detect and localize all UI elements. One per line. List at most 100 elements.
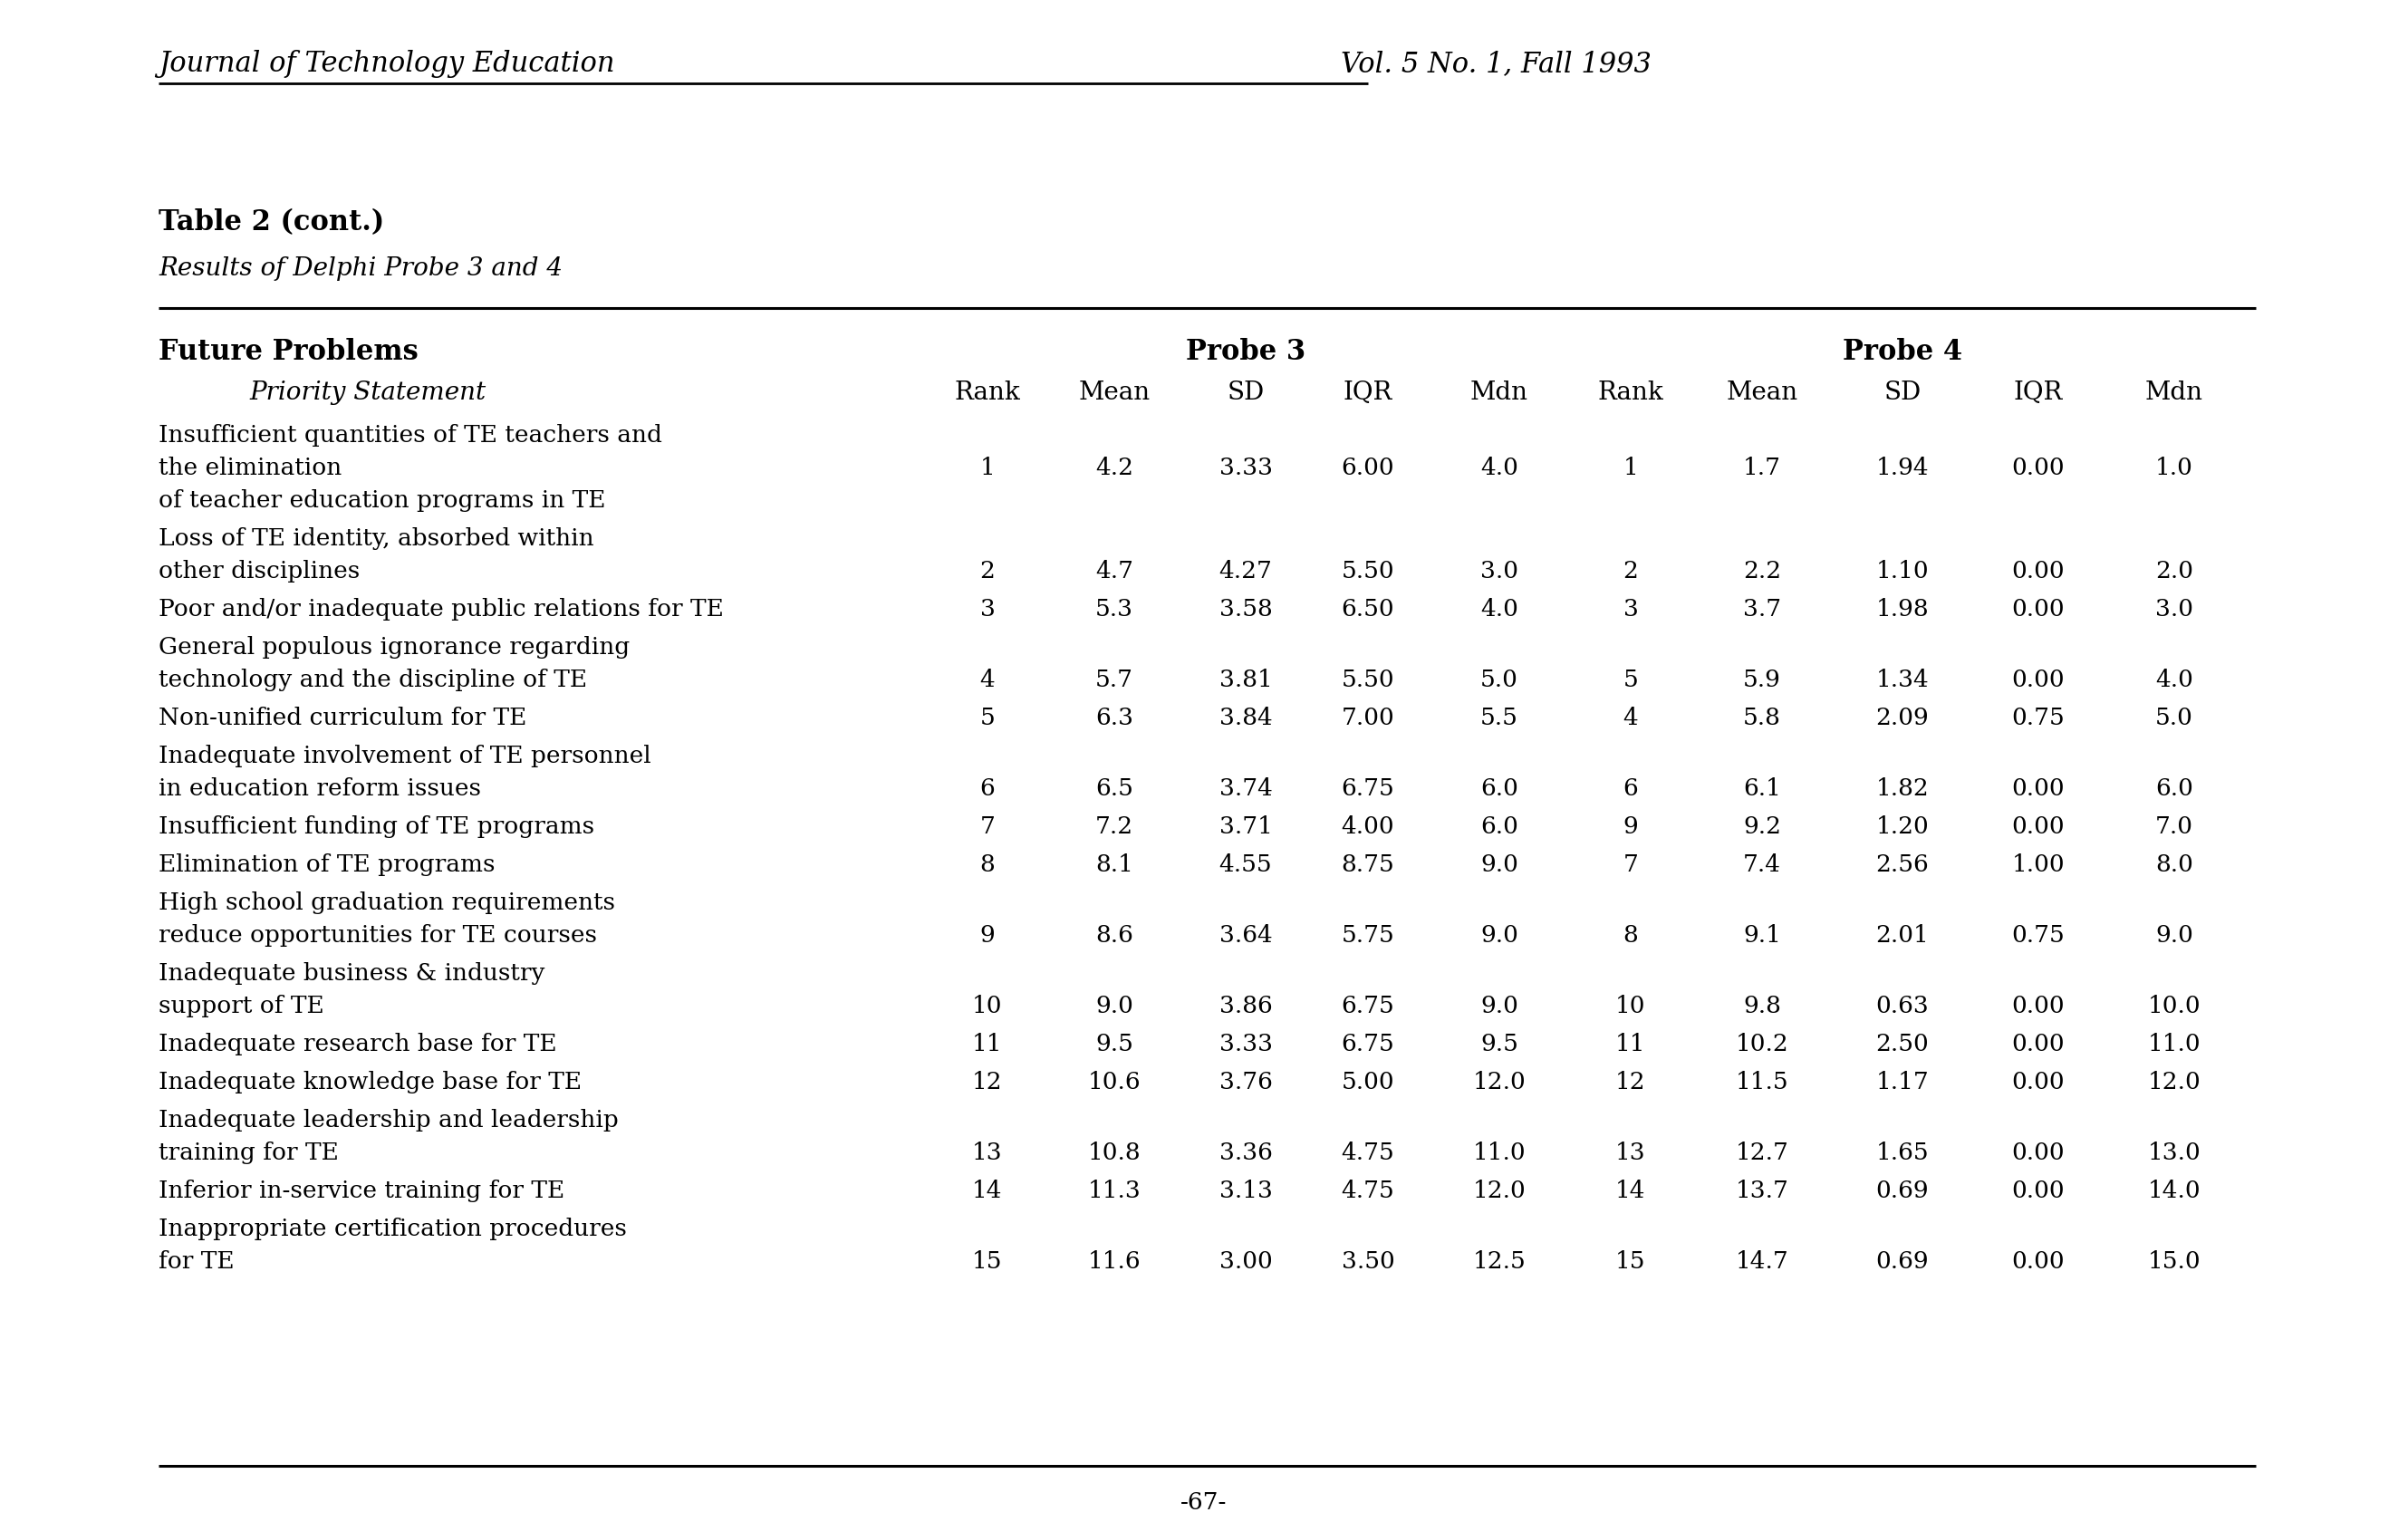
Text: General populous ignorance regarding: General populous ignorance regarding [159,636,631,659]
Text: Mean: Mean [1079,380,1151,405]
Text: 13.0: 13.0 [2148,1142,2201,1164]
Text: 2.01: 2.01 [1876,924,1929,947]
Text: 5.9: 5.9 [1743,668,1782,691]
Text: -67-: -67- [1180,1492,1228,1514]
Text: 0.00: 0.00 [2011,995,2066,1017]
Text: 12.5: 12.5 [1474,1250,1527,1272]
Text: 4: 4 [980,668,995,691]
Text: 0.69: 0.69 [1876,1180,1929,1202]
Text: 6.3: 6.3 [1096,706,1134,729]
Text: 3.71: 3.71 [1218,816,1271,839]
Text: 1.0: 1.0 [2155,457,2194,479]
Text: 9.0: 9.0 [1481,995,1519,1017]
Text: Inadequate involvement of TE personnel: Inadequate involvement of TE personnel [159,744,650,767]
Text: Loss of TE identity, absorbed within: Loss of TE identity, absorbed within [159,527,595,549]
Text: 0.00: 0.00 [2011,1180,2066,1202]
Text: 2.0: 2.0 [2155,560,2194,583]
Text: 4.75: 4.75 [1341,1142,1394,1164]
Text: 6.75: 6.75 [1341,995,1394,1017]
Text: 3.0: 3.0 [2155,598,2194,621]
Text: Priority Statement: Priority Statement [248,380,486,405]
Text: 3.7: 3.7 [1743,598,1782,621]
Text: Inappropriate certification procedures: Inappropriate certification procedures [159,1218,626,1240]
Text: 5.0: 5.0 [1481,668,1519,691]
Text: Insufficient funding of TE programs: Insufficient funding of TE programs [159,816,595,839]
Text: 5.50: 5.50 [1341,560,1394,583]
Text: 11.5: 11.5 [1736,1071,1789,1093]
Text: 8: 8 [980,854,995,877]
Text: 12.0: 12.0 [1474,1180,1527,1202]
Text: 11: 11 [1616,1033,1647,1055]
Text: 1.17: 1.17 [1876,1071,1929,1093]
Text: 6: 6 [980,778,995,801]
Text: 15: 15 [1616,1250,1647,1272]
Text: 15: 15 [973,1250,1002,1272]
Text: 3.86: 3.86 [1218,995,1271,1017]
Text: 1.34: 1.34 [1876,668,1929,691]
Text: 0.63: 0.63 [1876,995,1929,1017]
Text: 12.7: 12.7 [1736,1142,1789,1164]
Text: 9: 9 [1623,816,1637,839]
Text: 15.0: 15.0 [2148,1250,2201,1272]
Text: Inadequate leadership and leadership: Inadequate leadership and leadership [159,1110,619,1131]
Text: 0.00: 0.00 [2011,457,2066,479]
Text: 14: 14 [973,1180,1002,1202]
Text: 7.0: 7.0 [2155,816,2194,839]
Text: 6.75: 6.75 [1341,1033,1394,1055]
Text: Elimination of TE programs: Elimination of TE programs [159,854,496,877]
Text: Probe 4: Probe 4 [1842,338,1963,365]
Text: 3.76: 3.76 [1218,1071,1271,1093]
Text: 6.0: 6.0 [1481,778,1519,801]
Text: 5.5: 5.5 [1481,706,1519,729]
Text: Inadequate research base for TE: Inadequate research base for TE [159,1033,556,1055]
Text: 3: 3 [1623,598,1637,621]
Text: 1: 1 [980,457,995,479]
Text: 6.75: 6.75 [1341,778,1394,801]
Text: 10.8: 10.8 [1088,1142,1141,1164]
Text: Poor and/or inadequate public relations for TE: Poor and/or inadequate public relations … [159,598,725,621]
Text: 1.10: 1.10 [1876,560,1929,583]
Text: 3: 3 [980,598,995,621]
Text: 3.0: 3.0 [1481,560,1519,583]
Text: Journal of Technology Education: Journal of Technology Education [159,50,614,78]
Text: 0.00: 0.00 [2011,598,2066,621]
Text: 8.0: 8.0 [2155,854,2194,877]
Text: 3.13: 3.13 [1218,1180,1271,1202]
Text: 0.00: 0.00 [2011,1033,2066,1055]
Text: 7.00: 7.00 [1341,706,1394,729]
Text: IQR: IQR [1344,380,1392,405]
Text: Probe 3: Probe 3 [1185,338,1305,365]
Text: 8.6: 8.6 [1096,924,1134,947]
Text: 7: 7 [1623,854,1637,877]
Text: IQR: IQR [2013,380,2064,405]
Text: 0.69: 0.69 [1876,1250,1929,1272]
Text: 1.94: 1.94 [1876,457,1929,479]
Text: 12: 12 [973,1071,1002,1093]
Text: 1.65: 1.65 [1876,1142,1929,1164]
Text: 10.0: 10.0 [2148,995,2201,1017]
Text: 6.1: 6.1 [1743,778,1782,801]
Text: Inferior in-service training for TE: Inferior in-service training for TE [159,1180,563,1202]
Text: SD: SD [1883,380,1922,405]
Text: Vol. 5 No. 1, Fall 1993: Vol. 5 No. 1, Fall 1993 [1341,50,1652,78]
Text: 3.81: 3.81 [1218,668,1271,691]
Text: 4.0: 4.0 [1481,457,1519,479]
Text: 0.00: 0.00 [2011,816,2066,839]
Text: Insufficient quantities of TE teachers and: Insufficient quantities of TE teachers a… [159,425,662,446]
Text: 1.82: 1.82 [1876,778,1929,801]
Text: 8.75: 8.75 [1341,854,1394,877]
Text: 6.0: 6.0 [2155,778,2194,801]
Text: 3.74: 3.74 [1218,778,1271,801]
Text: 12: 12 [1616,1071,1647,1093]
Text: SD: SD [1228,380,1264,405]
Text: 2: 2 [980,560,995,583]
Text: Non-unified curriculum for TE: Non-unified curriculum for TE [159,706,527,729]
Text: 11: 11 [973,1033,1002,1055]
Text: Table 2 (cont.): Table 2 (cont.) [159,209,385,236]
Text: Inadequate knowledge base for TE: Inadequate knowledge base for TE [159,1071,583,1093]
Text: 13.7: 13.7 [1736,1180,1789,1202]
Text: 2.09: 2.09 [1876,706,1929,729]
Text: 0.75: 0.75 [2011,706,2066,729]
Text: of teacher education programs in TE: of teacher education programs in TE [159,489,607,511]
Text: 0.00: 0.00 [2011,1250,2066,1272]
